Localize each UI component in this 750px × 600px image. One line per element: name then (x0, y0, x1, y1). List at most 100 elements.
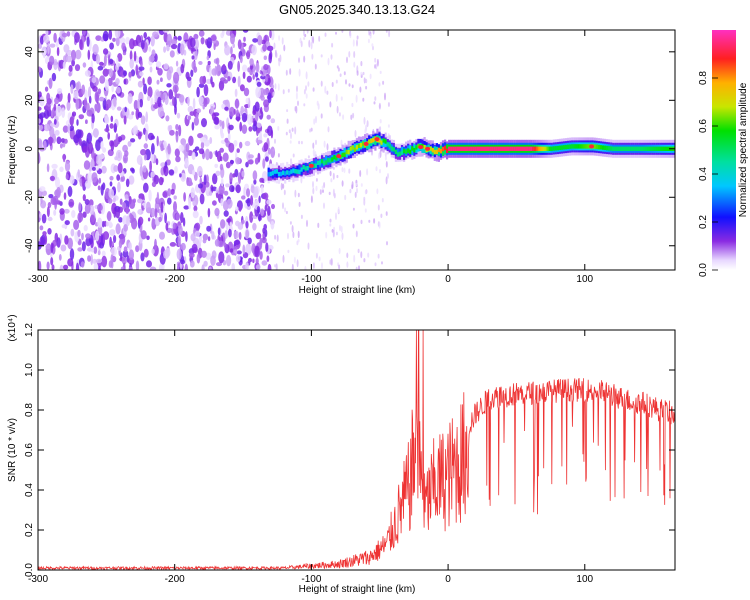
noise-blob (345, 79, 347, 85)
noise-blob (177, 35, 182, 41)
noise-blob (267, 92, 272, 104)
ridge-cell (573, 144, 576, 149)
noise-blob (164, 95, 169, 106)
noise-blob (262, 158, 266, 169)
noise-blob (39, 35, 44, 45)
noise-blob (177, 235, 182, 247)
noise-blob (320, 80, 323, 87)
noise-blob (248, 257, 252, 263)
noise-blob (143, 182, 149, 193)
noise-blob (113, 235, 117, 243)
ridge-cell (269, 171, 272, 177)
ridge-cell (603, 145, 607, 150)
noise-blob (377, 253, 380, 259)
noise-blob (43, 123, 51, 132)
noise-blob (335, 212, 337, 220)
noise-blob (86, 36, 90, 47)
noise-blob (282, 254, 285, 263)
spectrogram-ylabel: Frequency (Hz) (7, 116, 18, 185)
noise-blob (307, 242, 310, 250)
noise-blob (234, 98, 240, 109)
noise-blob (133, 99, 139, 111)
noise-blob (118, 239, 123, 249)
noise-blob (146, 260, 152, 268)
ridge-cell (415, 145, 418, 150)
noise-blob (289, 68, 292, 75)
noise-blob (338, 247, 341, 255)
ridge-cell (587, 144, 590, 149)
ridge-cell (413, 147, 416, 153)
noise-blob (223, 242, 227, 248)
noise-blob (262, 44, 267, 52)
noise-blob (255, 232, 262, 240)
noise-blob (50, 257, 54, 266)
noise-blob (171, 43, 178, 50)
noise-blob (288, 129, 291, 134)
noise-blob (97, 185, 101, 191)
noise-blob (244, 140, 251, 147)
snr-series-line (38, 330, 675, 570)
ridge-cell (472, 146, 475, 151)
noise-blob (253, 120, 258, 127)
noise-blob (44, 86, 49, 92)
noise-blob (352, 112, 355, 119)
noise-blob (136, 155, 143, 165)
noise-blob (267, 205, 271, 216)
noise-blob (310, 41, 313, 50)
noise-blob (278, 59, 281, 67)
noise-blob (263, 99, 270, 108)
noise-blob (379, 119, 382, 124)
noise-blob (229, 159, 235, 165)
noise-blob (86, 132, 93, 144)
noise-blob (137, 111, 143, 118)
noise-blob (205, 148, 210, 161)
noise-blob (95, 35, 102, 41)
snr-xlabel: Height of straight line (km) (299, 584, 416, 595)
noise-blob (191, 151, 196, 160)
noise-blob (159, 231, 165, 240)
noise-blob (339, 73, 342, 77)
noise-blob (259, 177, 265, 183)
noise-blob (97, 250, 101, 256)
ridge-cell (497, 146, 500, 151)
noise-blob (339, 224, 341, 232)
noise-blob (378, 82, 381, 87)
ridge-cell (390, 146, 393, 151)
noise-blob (165, 115, 170, 122)
snr-ytick-label: 1.0 (24, 363, 35, 377)
ridge-cell (341, 152, 344, 158)
noise-blob (180, 63, 185, 74)
noise-blob (135, 245, 140, 253)
noise-blob (264, 229, 268, 238)
noise-blob (174, 148, 180, 157)
snr-ytick-label: 0.0 (24, 563, 35, 577)
noise-blob (329, 170, 332, 177)
noise-blob (207, 60, 211, 66)
noise-blob (260, 185, 264, 195)
noise-blob (81, 175, 85, 188)
noise-blob (124, 106, 127, 113)
noise-blob (289, 221, 292, 225)
noise-blob (41, 190, 47, 197)
colorbar-tick-label: 0.0 (698, 263, 709, 277)
noise-blob (387, 102, 390, 107)
noise-blob (233, 108, 236, 115)
noise-blob (241, 112, 248, 123)
spectrogram-xtick-label: 0 (445, 274, 451, 285)
noise-blob (277, 125, 280, 131)
noise-blob (63, 208, 70, 214)
noise-blob (124, 194, 129, 201)
noise-blob (140, 230, 147, 240)
noise-blob (116, 174, 121, 181)
noise-blob (151, 248, 155, 255)
noise-blob (57, 88, 63, 95)
noise-blob (133, 50, 137, 62)
noise-blob (255, 264, 261, 270)
noise-blob (110, 246, 117, 257)
noise-blob (220, 198, 224, 207)
noise-blob (166, 83, 172, 88)
ridge-cell (521, 146, 525, 151)
ridge-cell (378, 138, 381, 143)
noise-blob (98, 266, 101, 270)
noise-blob (331, 42, 334, 48)
